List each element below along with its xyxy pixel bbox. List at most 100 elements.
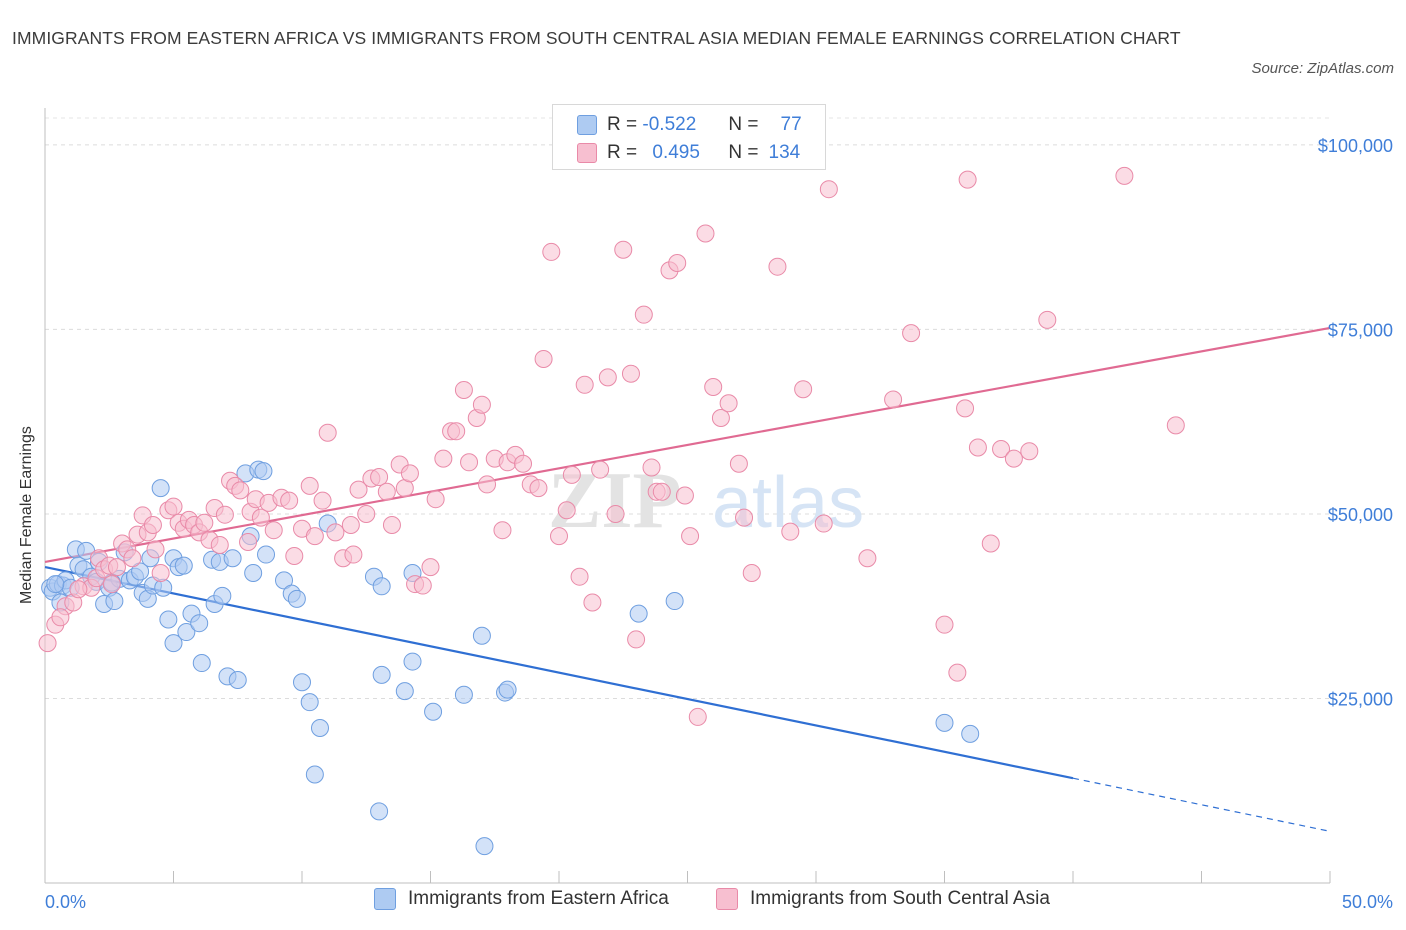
data-point (344, 545, 363, 564)
data-point (313, 491, 332, 510)
data-point (341, 516, 360, 535)
data-point (781, 522, 800, 541)
y-tick-label: $50,000 (1328, 505, 1393, 525)
data-point (557, 501, 576, 520)
data-point (935, 615, 954, 634)
data-point (215, 505, 234, 524)
data-point (357, 504, 376, 523)
data-point (454, 685, 473, 704)
data-point (377, 482, 396, 501)
data-point (642, 458, 661, 477)
data-point (164, 497, 183, 516)
data-point (421, 558, 440, 577)
data-point (69, 580, 88, 599)
data-point (228, 671, 247, 690)
grid (45, 117, 1330, 699)
data-point (434, 449, 453, 468)
data-point (131, 562, 150, 581)
data-point (154, 578, 173, 597)
legend-n-label: N = (728, 114, 759, 135)
data-point (902, 324, 921, 343)
x-tick-label: 0.0% (45, 892, 86, 912)
chart-title: IMMIGRANTS FROM EASTERN AFRICA VS IMMIGR… (12, 28, 1181, 48)
legend-r-label: R = (607, 114, 638, 135)
data-point (1004, 449, 1023, 468)
data-point (239, 533, 258, 551)
y-tick-label: $25,000 (1328, 689, 1393, 709)
data-point (326, 523, 345, 542)
data-point (575, 375, 594, 394)
legend-r-label: R = (607, 142, 638, 163)
data-point (223, 549, 242, 568)
data-point (264, 521, 283, 540)
data-point (190, 614, 209, 633)
legend-n-label: N = (728, 142, 759, 163)
data-point (395, 682, 414, 701)
data-point (981, 534, 1000, 553)
data-point (413, 576, 432, 595)
data-point (629, 604, 648, 623)
data-point (665, 592, 684, 611)
data-point (403, 652, 422, 671)
data-point (675, 486, 694, 505)
legend-swatch-south-central-asia (716, 888, 738, 910)
legend-label: Immigrants from Eastern Africa (408, 888, 669, 909)
data-point (621, 364, 640, 383)
data-point (280, 491, 299, 510)
legend-item-south-central-asia: Immigrants from South Central Asia (716, 888, 1050, 910)
data-point (293, 673, 311, 692)
data-point (550, 527, 568, 546)
data-point (244, 564, 263, 582)
trend-line (44, 326, 1331, 564)
data-point (534, 349, 553, 368)
trend-lines (44, 326, 1331, 832)
x-tick-label: 50.0% (1342, 892, 1393, 912)
correlation-legend: R = -0.522 N = 77 R = 0.495 N = 134 (552, 104, 826, 170)
data-point (711, 409, 730, 427)
data-point (305, 527, 324, 546)
data-point (719, 394, 738, 413)
data-point (681, 527, 700, 546)
data-point (583, 593, 602, 612)
data-point (606, 504, 625, 523)
data-point (634, 305, 653, 324)
data-point (174, 556, 193, 575)
data-point (627, 630, 646, 649)
data-point (210, 535, 229, 554)
axes (44, 108, 1331, 884)
data-point (460, 453, 479, 472)
data-point (472, 626, 491, 645)
legend-row-south-central-asia: R = 0.495 N = 134 (577, 141, 800, 165)
data-point (961, 724, 980, 743)
data-point (478, 475, 497, 494)
data-point (123, 549, 142, 568)
data-point (493, 521, 512, 540)
legend-swatch-eastern-africa (374, 888, 396, 910)
data-point (107, 558, 126, 577)
data-point (46, 575, 65, 594)
data-point (195, 513, 214, 532)
legend-label: Immigrants from South Central Asia (750, 888, 1050, 909)
data-point (814, 514, 833, 533)
data-point (935, 713, 954, 732)
data-point (570, 567, 589, 586)
data-point (794, 380, 813, 399)
data-points (38, 166, 1185, 856)
data-point (143, 516, 162, 535)
data-point (310, 719, 329, 737)
legend-n-value: 77 (780, 114, 802, 135)
data-point (475, 837, 494, 856)
data-point (858, 549, 877, 568)
data-point (529, 479, 548, 498)
data-point (688, 707, 707, 726)
data-point (372, 665, 391, 684)
data-point (105, 592, 124, 611)
data-point (251, 508, 270, 527)
series-south-central-asia (38, 166, 1185, 726)
data-point (151, 479, 170, 498)
data-point (614, 240, 633, 259)
data-point (1166, 416, 1185, 435)
data-point (400, 464, 419, 483)
data-point (51, 608, 70, 627)
data-point (729, 454, 748, 473)
